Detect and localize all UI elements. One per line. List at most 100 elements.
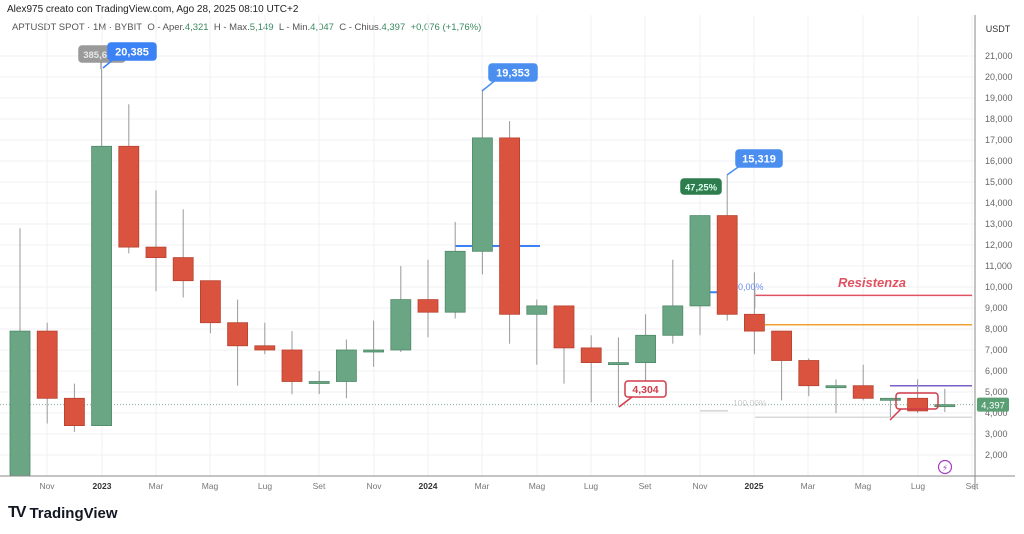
time-tick: Mar xyxy=(475,481,490,491)
candle xyxy=(172,209,194,298)
candle xyxy=(499,121,521,344)
candle xyxy=(934,388,956,413)
candle xyxy=(64,383,85,432)
price-tick: 21,000 xyxy=(985,51,1013,61)
resistance-label: Resistenza xyxy=(838,275,906,290)
candle xyxy=(281,331,303,395)
candle xyxy=(907,379,928,413)
svg-text:4,397: 4,397 xyxy=(981,401,1005,412)
time-tick: Lug xyxy=(258,481,272,491)
close-label: C - Chius. xyxy=(339,22,382,33)
time-tick: Mar xyxy=(801,481,816,491)
price-tick: 13,000 xyxy=(985,219,1013,229)
time-tick: Lug xyxy=(584,481,598,491)
candle xyxy=(689,215,711,336)
svg-text:4,304: 4,304 xyxy=(632,384,658,396)
price-tick: 20,000 xyxy=(985,72,1013,82)
candle xyxy=(608,337,629,407)
candle xyxy=(308,371,330,395)
candle xyxy=(744,272,765,355)
price-tick: 5,000 xyxy=(985,387,1008,397)
price-tick: 15,000 xyxy=(985,177,1013,187)
symbol-info: APTUSDT SPOT · 1M · BYBIT xyxy=(12,22,143,33)
fib-level-0: 0,00% xyxy=(738,282,764,292)
price-chart[interactable]: 385,64%20,385 19,353 47,25% 15,319 4,304 0,00… xyxy=(0,0,1024,500)
candle xyxy=(118,104,140,254)
price-tick: 18,000 xyxy=(985,114,1013,124)
candle xyxy=(417,259,439,338)
candle xyxy=(390,266,412,353)
price-tick: 7,000 xyxy=(985,345,1008,355)
candlestick-series xyxy=(9,68,956,477)
symbol-legend: APTUSDT SPOT · 1M · BYBIT O - Aper.4,321… xyxy=(8,21,486,34)
time-tick: Nov xyxy=(692,481,708,491)
time-tick: Mar xyxy=(149,481,164,491)
tradingview-brand: TradingView xyxy=(29,504,118,522)
price-tick: 11,000 xyxy=(985,261,1012,271)
tradingview-logo[interactable]: TV TradingView xyxy=(8,504,118,522)
open-value: 4,321 xyxy=(184,22,209,33)
high-price-label-3: 15,319 xyxy=(735,149,783,168)
candle xyxy=(553,305,575,384)
high-value: 5,149 xyxy=(249,22,274,33)
time-tick: Nov xyxy=(39,481,55,491)
candle xyxy=(771,330,792,401)
time-tick: Mag xyxy=(855,481,872,491)
low-value: 4,047 xyxy=(310,22,334,33)
candle xyxy=(825,379,847,413)
candle xyxy=(526,299,548,365)
svg-text:⚡: ⚡ xyxy=(942,464,948,474)
svg-text:47,25%: 47,25% xyxy=(685,183,718,194)
open-label: O - Aper. xyxy=(147,22,185,33)
price-tick: 16,000 xyxy=(985,156,1013,166)
candle xyxy=(880,397,901,418)
time-axis: Nov 2023 Mar Mag Lug Set Nov 2024 Mar Mag Lug Set No… xyxy=(0,475,1015,491)
price-tick: 8,000 xyxy=(985,324,1008,334)
time-tick: 2024 xyxy=(419,481,438,491)
last-price-tag: 4,397 xyxy=(977,397,1009,412)
candle xyxy=(145,190,167,292)
candle xyxy=(91,68,112,426)
candle xyxy=(363,320,385,367)
candle xyxy=(444,221,466,319)
fib-level-100: 100,00% xyxy=(733,398,767,408)
time-tick: Mag xyxy=(529,481,546,491)
low-price-label: 4,304 xyxy=(624,380,667,398)
price-tick: 4,000 xyxy=(985,408,1008,418)
chart-annotations: 385,64%20,385 19,353 47,25% 15,319 4,304 0,00… xyxy=(78,42,953,475)
price-axis: USDT 2,000 3,000 4,000 5,000 6,000 7,000 8,000 9… xyxy=(974,15,1013,490)
tradingview-logo-icon: TV xyxy=(8,504,27,521)
close-value: 4,397 xyxy=(381,22,406,33)
time-tick: Set xyxy=(313,481,326,491)
high-price-label-1: 20,385 xyxy=(107,42,157,61)
candle xyxy=(227,299,249,386)
percent-change-label-2: 47,25% xyxy=(680,178,722,195)
price-tick: 10,000 xyxy=(985,282,1013,292)
time-tick: Lug xyxy=(911,481,925,491)
candle xyxy=(471,90,493,275)
time-tick: Mag xyxy=(202,481,219,491)
price-tick: 3,000 xyxy=(985,429,1008,439)
candle xyxy=(199,280,221,334)
candle xyxy=(36,322,58,424)
candle xyxy=(798,358,820,397)
price-tick: 9,000 xyxy=(985,303,1008,313)
price-tick: 17,000 xyxy=(985,135,1013,145)
svg-text:20,385: 20,385 xyxy=(115,47,149,59)
candle xyxy=(716,175,738,321)
candle xyxy=(254,322,276,355)
high-price-label-2: 19,353 xyxy=(488,63,538,82)
highlight-box xyxy=(895,392,939,410)
change-value: +0,076 (+1,76%) xyxy=(410,22,482,33)
candle xyxy=(9,228,31,477)
price-tick: 14,000 xyxy=(985,198,1013,208)
candle xyxy=(635,314,656,384)
candle xyxy=(335,339,357,399)
price-tick: 2,000 xyxy=(985,450,1008,460)
price-tick: 6,000 xyxy=(985,366,1008,376)
high-label: H - Max. xyxy=(213,22,250,33)
currency-label: USDT xyxy=(986,24,1011,34)
candle xyxy=(580,335,602,403)
time-tick: 2023 xyxy=(93,481,112,491)
price-tick: 19,000 xyxy=(985,93,1013,103)
